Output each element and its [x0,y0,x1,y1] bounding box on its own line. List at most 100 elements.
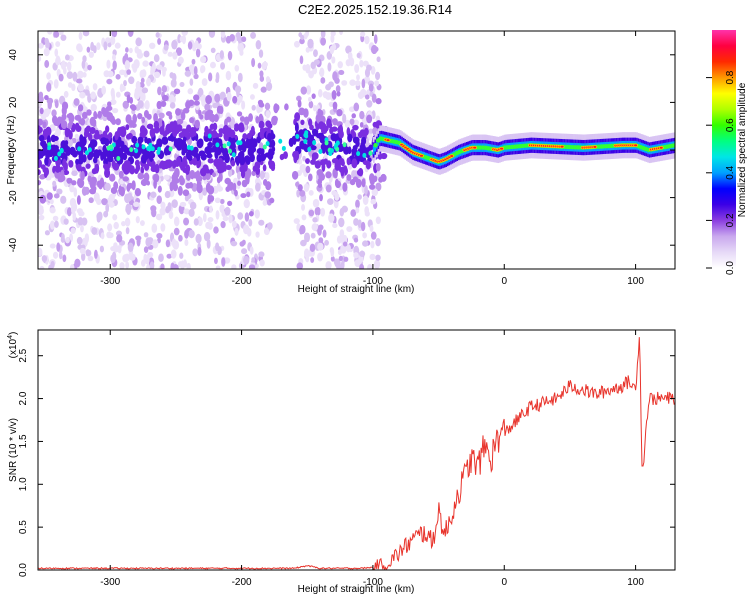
energy-blob [64,128,70,138]
noise-blob [359,250,366,257]
noise-blob [143,232,149,238]
energy-blob [161,94,169,102]
noise-blob [229,122,236,129]
noise-blob [189,201,197,210]
energy-blob [171,174,177,181]
noise-blob [169,102,176,109]
noise-peak [141,144,146,150]
energy-blob [125,124,130,131]
noise-blob [143,253,148,263]
noise-blob [362,60,369,67]
colorbar-gradient [712,30,736,268]
energy-blob [204,114,209,121]
noise-blob [56,242,61,252]
noise-blob [237,43,245,53]
noise-blob [210,61,216,69]
energy-blob [160,100,167,108]
energy-blob [305,158,310,164]
noise-blob [204,103,211,111]
energy-blob [323,158,328,165]
noise-blob [255,39,262,50]
energy-blob [225,164,232,171]
noise-blob [111,108,119,114]
energy-blob [146,113,152,120]
noise-blob [170,249,177,259]
noise-blob [325,84,332,91]
noise-blob [237,72,243,83]
noise-blob [135,215,140,224]
noise-peak [57,151,62,157]
noise-blob [189,78,194,86]
energy-blob [38,151,41,160]
snr-frame [37,329,676,571]
energy-blob [361,136,367,146]
noise-blob [82,71,87,78]
energy-blob [375,98,382,105]
energy-blob [365,160,371,170]
noise-blob [328,101,334,107]
energy-blob [115,118,121,126]
energy-blob [173,88,181,95]
noise-blob [127,192,133,202]
noise-blob [38,95,44,103]
noise-blob [242,224,250,235]
noise-blob [171,238,177,248]
energy-blob [135,162,141,172]
noise-blob [355,199,360,209]
noise-peak [116,155,121,161]
energy-blob [62,170,70,176]
noise-blob [307,38,314,49]
noise-peak [59,148,64,154]
noise-blob [139,220,145,227]
noise-peak [265,141,270,147]
noise-blob [105,37,111,44]
noise-blob [160,223,166,232]
noise-blob [128,76,135,85]
noise-blob [303,183,310,192]
energy-blob [208,195,215,202]
x-tick-label: 100 [627,276,644,287]
energy-blob [294,122,299,133]
energy-blob [291,170,299,180]
energy-blob [232,95,238,104]
noise-blob [39,265,45,269]
energy-blob [153,113,158,123]
noise-blob [329,247,334,254]
noise-blob [255,231,260,238]
noise-blob [192,42,197,52]
noise-blob [342,113,347,124]
energy-blob [297,184,303,192]
noise-blob [314,206,321,216]
noise-blob [366,64,372,71]
noise-blob [172,51,178,60]
energy-blob [237,143,243,152]
noise-blob [51,109,57,117]
y-tick-label: 0.5 [18,520,29,534]
energy-blob [121,162,128,173]
noise-blob [52,251,59,259]
energy-blob [270,164,276,172]
ridge-max [560,145,564,148]
energy-blob [267,132,272,143]
energy-blob [331,157,339,164]
noise-blob [173,227,180,236]
noise-blob [104,182,111,191]
noise-blob [137,48,142,55]
noise-blob [125,47,129,53]
noise-blob [336,235,342,244]
noise-blob [108,193,115,203]
noise-blob [65,237,70,244]
ridge-core [372,145,375,155]
energy-blob [141,116,146,124]
energy-blob [78,151,84,161]
colorbar: 0.0 0.2 0.4 0.6 0.8 Normalized spectral ampl… [706,30,748,275]
noise-blob [71,170,78,177]
energy-blob [74,122,80,131]
energy-blob [175,137,183,147]
noise-blob [92,83,98,91]
svg-text:(x104): (x104) [7,332,19,359]
noise-blob [165,239,171,248]
noise-blob [149,42,156,50]
noise-blob [208,31,216,38]
noise-blob [237,171,241,180]
